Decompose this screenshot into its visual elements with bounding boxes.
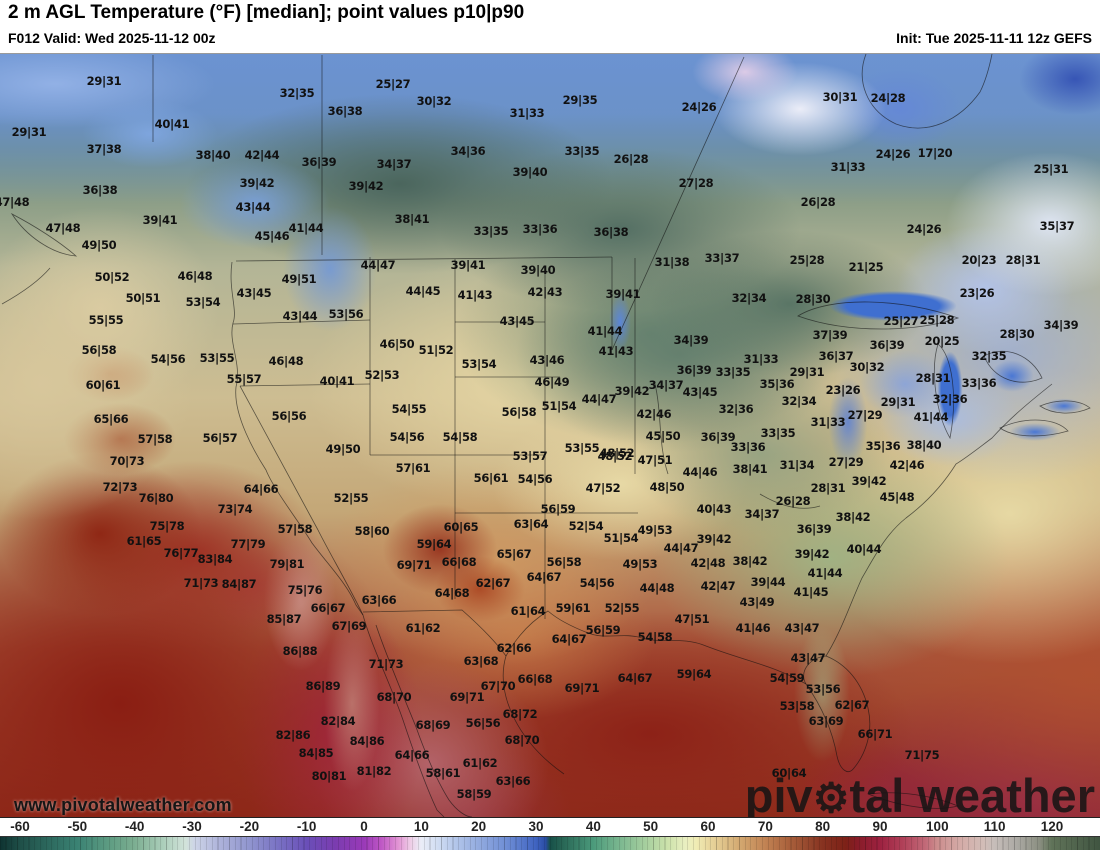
colorbar-tick-label: -20	[239, 819, 260, 834]
temperature-field	[0, 54, 1100, 817]
colorbar-tick-label: -50	[67, 819, 88, 834]
colorbar-tick-label: -60	[10, 819, 30, 834]
colorbar-tick-label: 10	[413, 819, 429, 834]
colorbar-gradient	[0, 836, 1100, 850]
colorbar-tick-label: 20	[471, 819, 487, 834]
colorbar-tick-label: 30	[528, 819, 544, 834]
colorbar-tick-label: 0	[360, 819, 368, 834]
colorbar-tick-label: 50	[643, 819, 659, 834]
colorbar-tick-label: 90	[872, 819, 888, 834]
colorbar-ticks: -60 -50 -40 -30 -20 -10 0 10 20 30 40 50 60 70 80 90 100…	[0, 818, 1100, 836]
colorbar-tick-label: 120	[1040, 819, 1064, 834]
valid-time-label: F012 Valid: Wed 2025-11-12 00z	[8, 30, 216, 46]
page-title: 2 m AGL Temperature (°F) [median]; point…	[8, 2, 525, 23]
map-borders	[1, 54, 1091, 817]
header: 2 m AGL Temperature (°F) [median]; point…	[0, 0, 1100, 54]
colorbar-tick-label: -30	[182, 819, 202, 834]
colorbar-tick-label: 100	[926, 819, 949, 834]
colorbar-tick-label: 80	[815, 819, 831, 834]
colorbar-tick-label: 40	[585, 819, 601, 834]
brand-text-pre: piv	[744, 769, 813, 818]
map-canvas: www.pivotalweather.com piv⚙tal weather	[0, 54, 1100, 818]
colorbar-tick-label: -10	[296, 819, 317, 834]
colorbar-tick-label: 110	[983, 819, 1006, 834]
colorbar-tick-label: -40	[124, 819, 145, 834]
brand-text-post: tal weather	[849, 769, 1095, 818]
init-time-label: Init: Tue 2025-11-11 12z GEFS	[896, 30, 1092, 46]
watermark-url: www.pivotalweather.com	[14, 795, 232, 815]
colorbar: -60 -50 -40 -30 -20 -10 0 10 20 30 40 50 60 70 80 90 100…	[0, 818, 1100, 850]
watermark-brand: piv⚙tal weather	[744, 768, 1095, 818]
colorbar-tick-label: 60	[700, 819, 716, 834]
gear-icon: ⚙	[812, 775, 850, 818]
colorbar-tick-label: 70	[757, 819, 773, 834]
